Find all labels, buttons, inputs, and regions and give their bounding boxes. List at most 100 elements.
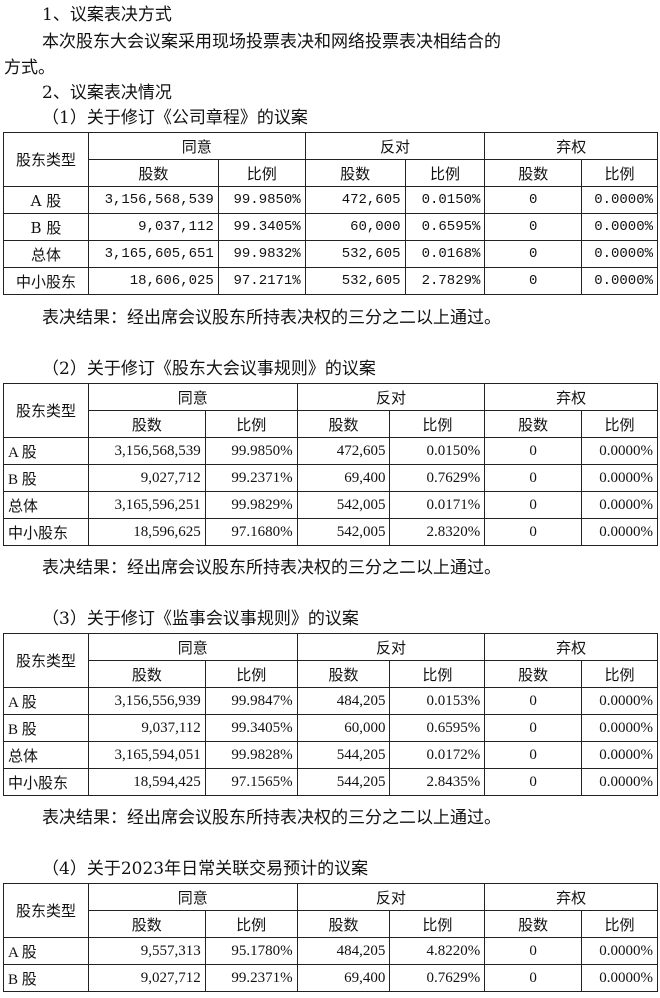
cell: 0 — [484, 741, 582, 769]
cell: 0.0171% — [389, 491, 486, 519]
header-cell: 股东类型 — [3, 132, 89, 187]
cell: 0 — [484, 964, 582, 992]
paragraph: 本次股东大会议案采用现场投票表决和网络投票表决相结合的 — [42, 32, 501, 52]
cell: 18,596,625 — [87, 518, 206, 546]
table-row: 总体 3,165,596,251 99.9829% 542,005 0.0171% 0 0.… — [3, 491, 658, 519]
cell: 542,005 — [296, 518, 391, 546]
cell: 60,000 — [296, 714, 391, 742]
cell: 0.0168% — [404, 240, 486, 268]
header-cell: 股东类型 — [3, 883, 89, 938]
cell: 0 — [484, 714, 582, 742]
cell: 0.0000% — [581, 491, 658, 519]
cell: 0 — [484, 267, 583, 295]
vote-result-text: 表决结果：经出席会议股东所持表决权的三分之二以上通过。 — [42, 808, 501, 828]
header-cell: 比例 — [581, 910, 658, 938]
cell: 99.3405% — [217, 213, 306, 241]
header-cell: 比例 — [581, 410, 658, 438]
header-cell: 比例 — [389, 660, 486, 688]
table-row: A 股 3,156,568,539 99.9850% 472,605 0.0150% 0 0… — [3, 186, 658, 214]
section-heading: 1、议案表决方式 — [42, 5, 172, 25]
cell: 2.7829% — [404, 267, 486, 295]
cell: 0 — [484, 518, 582, 546]
shareholder-type: 总体 — [3, 491, 89, 519]
header-cell: 股数 — [87, 159, 219, 187]
vote-result-text: 表决结果：经出席会议股东所持表决权的三分之二以上通过。 — [42, 308, 501, 328]
cell: 532,605 — [304, 240, 406, 268]
cell: 9,027,712 — [87, 964, 206, 992]
vote-results-table: 股东类型 同意 反对 弃权 股数 比例 股数 比例 股数 比例 A 股 9,557,313 95.178… — [3, 883, 658, 992]
cell: 544,205 — [296, 768, 391, 796]
table-row: A 股 3,156,568,539 99.9850% 472,605 0.0150% 0 0… — [3, 437, 658, 465]
table-row: A 股 3,156,556,939 99.9847% 484,205 0.0153% 0 0… — [3, 687, 658, 715]
motion-title: （2）关于修订《股东大会议事规则》的议案 — [42, 359, 376, 379]
cell: 0.0172% — [389, 741, 486, 769]
cell: 99.9850% — [204, 437, 298, 465]
header-cell: 比例 — [389, 410, 486, 438]
header-cell: 弃权 — [484, 132, 658, 160]
header-cell: 股数 — [296, 910, 391, 938]
cell: 3,156,556,939 — [87, 687, 206, 715]
cell: 9,027,712 — [87, 464, 206, 492]
cell: 99.2371% — [204, 464, 298, 492]
shareholder-type: A 股 — [3, 937, 89, 965]
vote-results-table: 股东类型 同意 反对 弃权 股数 比例 股数 比例 股数 比例 A 股 3,156,568,539 99… — [3, 132, 658, 295]
cell: 0.0000% — [581, 687, 658, 715]
table-row: B 股 9,037,112 99.3405% 60,000 0.6595% 0 0.0000… — [3, 714, 658, 742]
table-row: 中小股东 18,606,025 97.2171% 532,605 2.7829% 0 0.0… — [3, 267, 658, 295]
cell: 0 — [484, 213, 583, 241]
cell: 97.2171% — [217, 267, 306, 295]
shareholder-type: 中小股东 — [3, 267, 89, 295]
header-cell: 股东类型 — [3, 633, 89, 688]
shareholder-type: 总体 — [3, 741, 89, 769]
header-cell: 股数 — [87, 410, 206, 438]
cell: 3,165,596,251 — [87, 491, 206, 519]
header-cell: 股数 — [484, 660, 582, 688]
motion-title: （3）关于修订《监事会议事规则》的议案 — [42, 609, 359, 629]
cell: 544,205 — [296, 741, 391, 769]
header-cell: 反对 — [304, 132, 486, 160]
cell: 0.6595% — [389, 714, 486, 742]
header-cell: 比例 — [581, 660, 658, 688]
cell: 3,165,594,051 — [87, 741, 206, 769]
cell: 484,205 — [296, 687, 391, 715]
cell: 99.2371% — [204, 964, 298, 992]
shareholder-type: A 股 — [3, 437, 89, 465]
header-cell: 反对 — [296, 883, 486, 911]
cell: 9,037,112 — [87, 714, 206, 742]
shareholder-type: B 股 — [3, 464, 89, 492]
cell: 532,605 — [304, 267, 406, 295]
cell: 0.0000% — [581, 768, 658, 796]
header-cell: 股数 — [296, 660, 391, 688]
cell: 0.0153% — [389, 687, 486, 715]
cell: 472,605 — [296, 437, 391, 465]
header-cell: 同意 — [87, 383, 298, 411]
cell: 0.0150% — [404, 186, 486, 214]
motion-title: （1）关于修订《公司章程》的议案 — [42, 108, 308, 128]
header-cell: 比例 — [204, 660, 298, 688]
shareholder-type: 中小股东 — [3, 518, 89, 546]
header-cell: 股数 — [296, 410, 391, 438]
header-cell: 股数 — [484, 410, 582, 438]
vote-results-table: 股东类型 同意 反对 弃权 股数 比例 股数 比例 股数 比例 A 股 3,156,568,539 99… — [3, 383, 658, 546]
vote-results-table: 股东类型 同意 反对 弃权 股数 比例 股数 比例 股数 比例 A 股 3,156,556,939 99… — [3, 633, 658, 796]
cell: 0.0000% — [581, 240, 658, 268]
header-cell: 股东类型 — [3, 383, 89, 438]
cell: 0 — [484, 491, 582, 519]
table-row: B 股 9,037,112 99.3405% 60,000 0.6595% 0 0.0000… — [3, 213, 658, 241]
cell: 0.0000% — [581, 741, 658, 769]
cell: 69,400 — [296, 964, 391, 992]
cell: 0.0000% — [581, 267, 658, 295]
cell: 0 — [484, 240, 583, 268]
header-cell: 反对 — [296, 383, 486, 411]
header-cell: 比例 — [581, 159, 658, 187]
shareholder-type: B 股 — [3, 213, 89, 241]
header-cell: 同意 — [87, 883, 298, 911]
cell: 0.0000% — [581, 964, 658, 992]
cell: 9,037,112 — [87, 213, 219, 241]
cell: 2.8435% — [389, 768, 486, 796]
table-row: 中小股东 18,596,625 97.1680% 542,005 2.8320% 0 0.0… — [3, 518, 658, 546]
cell: 0.0000% — [581, 464, 658, 492]
shareholder-type: A 股 — [3, 186, 89, 214]
header-cell: 股数 — [484, 159, 583, 187]
header-cell: 同意 — [87, 633, 298, 661]
